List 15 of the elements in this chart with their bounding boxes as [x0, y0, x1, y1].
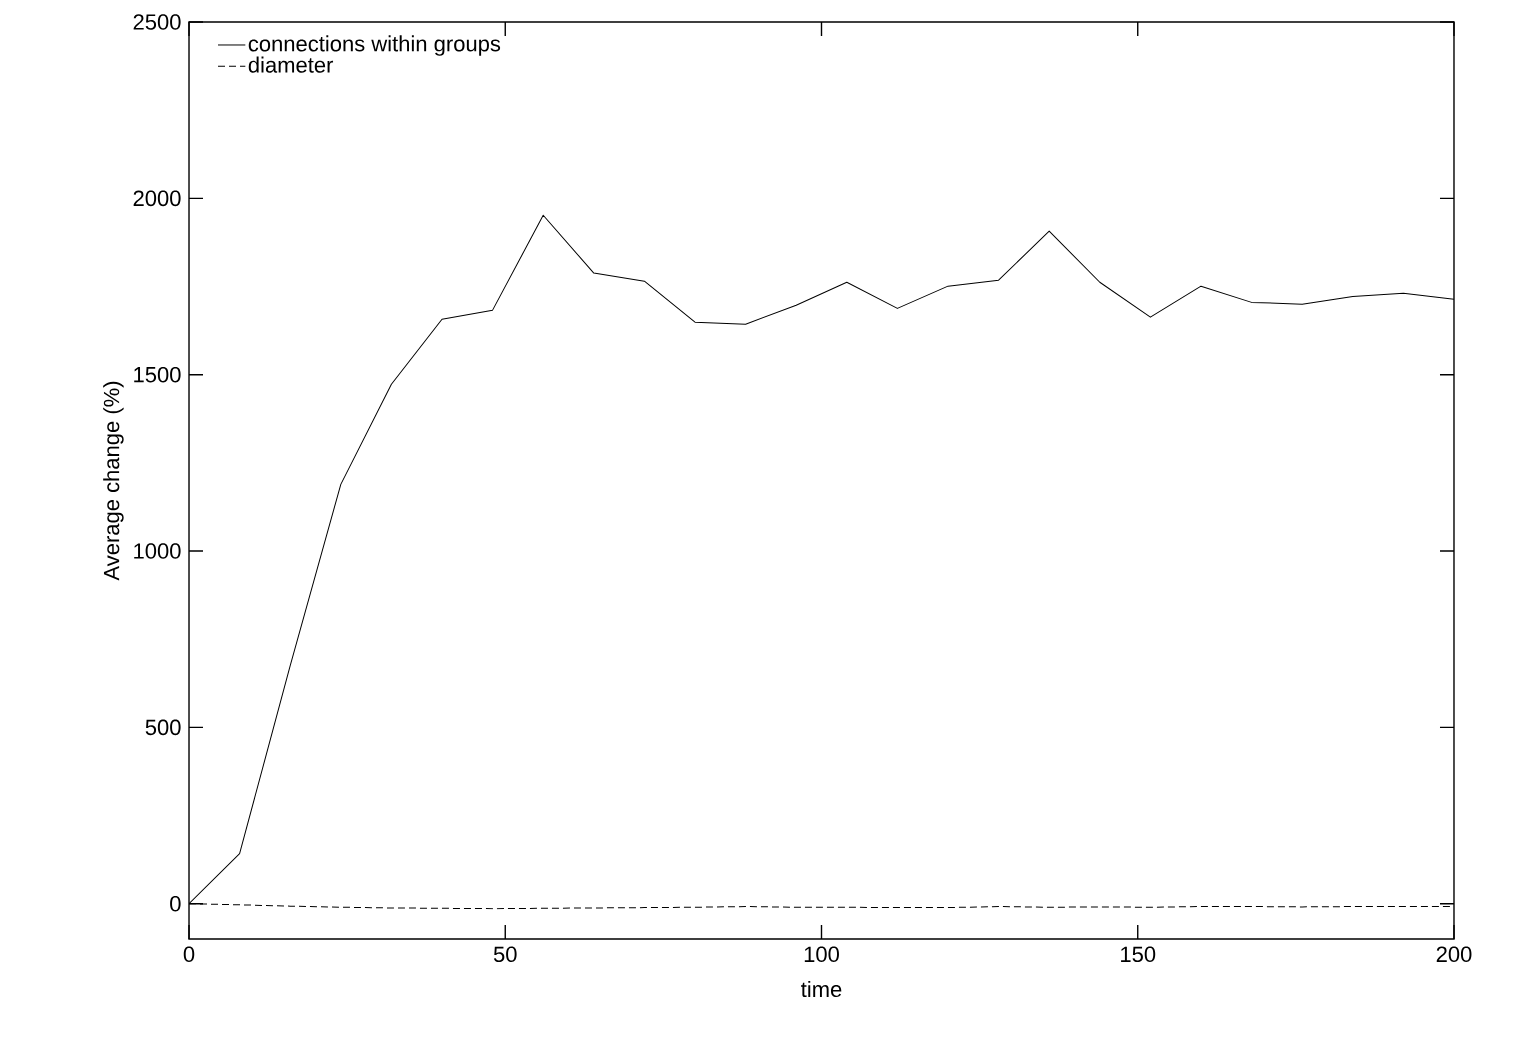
x-tick-label: 100 — [804, 946, 839, 963]
y-tick-label: 500 — [145, 719, 181, 736]
x-tick-label: 200 — [1436, 946, 1472, 963]
x-tick-label: 50 — [493, 946, 517, 963]
x-tick-label: 150 — [1121, 946, 1156, 963]
y-tick-label: 1000 — [134, 543, 181, 559]
y-tick-label: 2500 — [133, 14, 181, 30]
x-axis-title: time — [801, 980, 842, 998]
y-axis-title: Average change (%) — [103, 381, 124, 581]
y-tick-label: 0 — [170, 895, 181, 912]
y-tick-label: 1500 — [134, 366, 181, 383]
x-tick-label: 0 — [183, 946, 195, 963]
legend-label: diameter — [248, 56, 334, 73]
legend-label: connections within groups — [248, 35, 501, 56]
y-tick-label: 2000 — [133, 190, 181, 207]
